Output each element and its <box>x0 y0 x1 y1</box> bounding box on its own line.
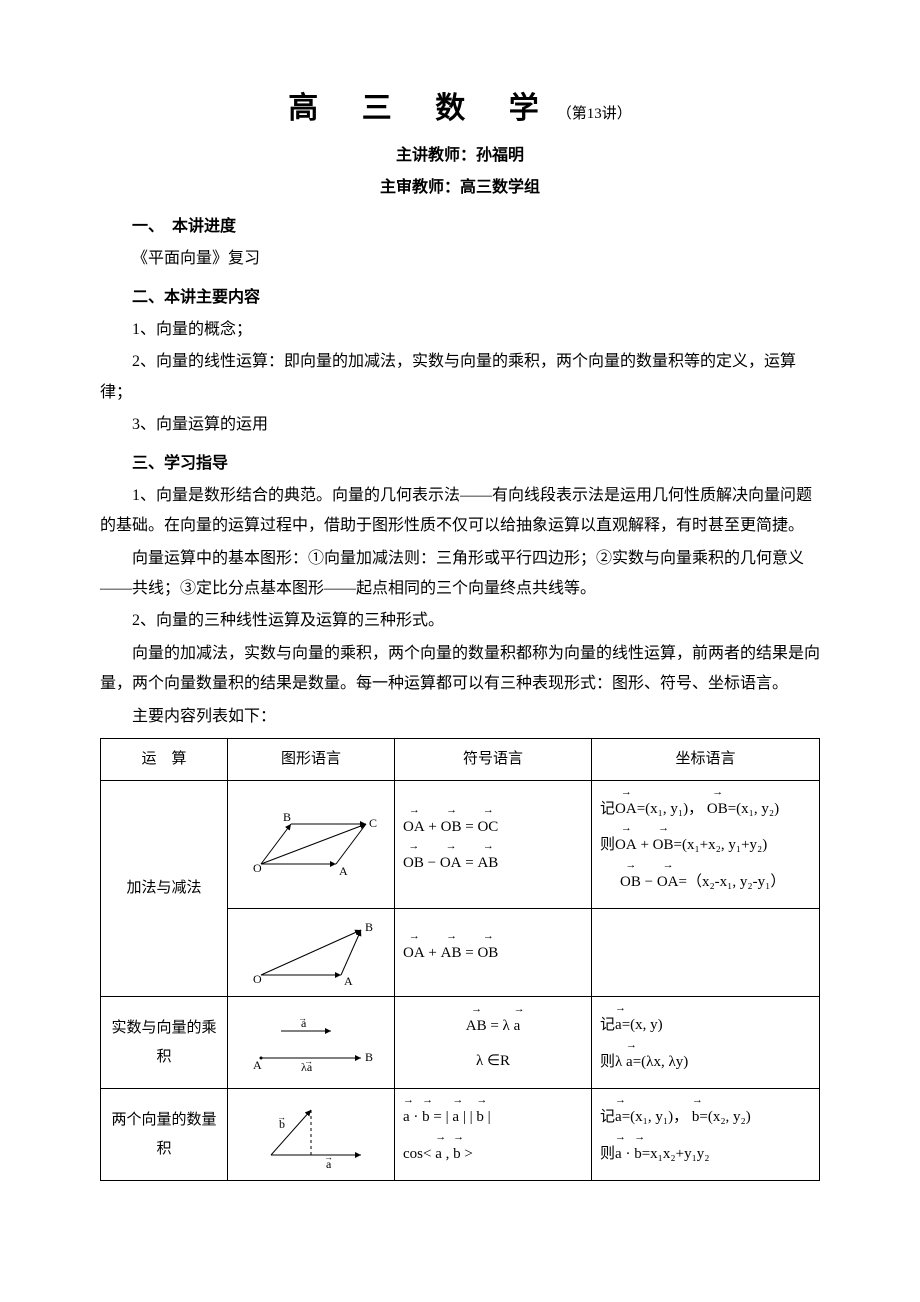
table-row-scalar: 实数与向量的乘积 a → A B λa → AB = λ a <box>101 997 820 1089</box>
cell-coord-addsub: 记OA=(x₁, y₁)， OB=(x₁, y₂) 则OA + OB=(x₁+x… <box>592 780 820 909</box>
section-3-heading: 三、学习指导 <box>100 449 820 479</box>
section-3-p3: 2、向量的三种线性运算及运算的三种形式。 <box>100 606 820 636</box>
th-symbol: 符号语言 <box>395 739 592 781</box>
triangle-icon: O A B <box>241 915 381 990</box>
section-2-heading: 二、本讲主要内容 <box>100 283 820 313</box>
section-2-p2: 2、向量的线性运算：即向量的加减法，实数与向量的乘积，两个向量的数量积等的定义，… <box>100 347 820 408</box>
svg-text:→: → <box>304 1056 313 1066</box>
cell-fig-parallelogram: O A B C <box>228 780 395 909</box>
cell-fig-dot: b → a → <box>228 1089 395 1181</box>
cell-coord-triangle <box>592 909 820 997</box>
cell-sym-triangle: OA + AB = OB <box>395 909 592 997</box>
svg-text:B: B <box>283 810 291 824</box>
section-3-p5: 主要内容列表如下： <box>100 702 820 732</box>
svg-text:→: → <box>324 1152 333 1162</box>
cell-coord-scalar: 记a=(x, y) 则λ a=(λx, λy) <box>592 997 820 1089</box>
cell-op-dot: 两个向量的数量积 <box>101 1089 228 1181</box>
svg-text:A: A <box>344 974 353 988</box>
th-figure: 图形语言 <box>228 739 395 781</box>
section-1-p1: 《平面向量》复习 <box>100 244 820 274</box>
page-title: 高 三 数 学（第13讲） <box>100 80 820 137</box>
cell-sym-addsub: OA + OB = OC OB − OA = AB <box>395 780 592 909</box>
svg-text:→: → <box>277 1112 286 1122</box>
svg-text:A: A <box>339 864 348 878</box>
section-3-p2: 向量运算中的基本图形：①向量加减法则：三角形或平行四边形；②实数与向量乘积的几何… <box>100 544 820 605</box>
section-1-heading: 一、 本讲进度 <box>100 212 820 242</box>
svg-text:O: O <box>253 861 262 875</box>
operations-table: 运 算 图形语言 符号语言 坐标语言 加法与减法 O A B C <box>100 738 820 1181</box>
title-sub: （第13讲） <box>557 106 632 122</box>
section-3-p4: 向量的加减法，实数与向量的乘积，两个向量的数量积都称为向量的线性运算，前两者的结… <box>100 639 820 700</box>
svg-text:B: B <box>365 1050 373 1064</box>
lecturer-line: 主讲教师：孙福明 <box>100 141 820 171</box>
th-operation: 运 算 <box>101 739 228 781</box>
th-coord: 坐标语言 <box>592 739 820 781</box>
table-row-dot: 两个向量的数量积 b → a → a · b = | a | | b | cos… <box>101 1089 820 1181</box>
cell-sym-scalar: AB = λ a λ ∈R <box>395 997 592 1089</box>
cell-sym-dot: a · b = | a | | b | cos< a , b > <box>395 1089 592 1181</box>
svg-text:B: B <box>365 920 373 934</box>
table-header-row: 运 算 图形语言 符号语言 坐标语言 <box>101 739 820 781</box>
section-2-p3: 3、向量运算的运用 <box>100 410 820 440</box>
cell-fig-scalar: a → A B λa → <box>228 997 395 1089</box>
section-2-p1: 1、向量的概念； <box>100 315 820 345</box>
section-3-p1: 1、向量是数形结合的典范。向量的几何表示法——有向线段表示法是运用几何性质解决向… <box>100 481 820 542</box>
svg-text:O: O <box>253 972 262 986</box>
scalar-mult-icon: a → A B λa → <box>241 1013 381 1073</box>
cell-coord-dot: 记a=(x₁, y₁)， b=(x₂, y₂) 则a · b=x₁x₂+y₁y₂ <box>592 1089 820 1181</box>
svg-text:→: → <box>298 1013 307 1023</box>
cell-fig-triangle: O A B <box>228 909 395 997</box>
parallelogram-icon: O A B C <box>241 809 381 879</box>
dot-product-icon: b → a → <box>241 1100 381 1170</box>
table-row-addsub-1: 加法与减法 O A B C OA + OB = OC OB <box>101 780 820 909</box>
svg-text:A: A <box>253 1058 262 1072</box>
title-main: 高 三 数 学 <box>288 92 557 125</box>
svg-text:C: C <box>369 816 377 830</box>
cell-op-addsub: 加法与减法 <box>101 780 228 997</box>
cell-op-scalar: 实数与向量的乘积 <box>101 997 228 1089</box>
reviewer-line: 主审教师：高三数学组 <box>100 173 820 203</box>
